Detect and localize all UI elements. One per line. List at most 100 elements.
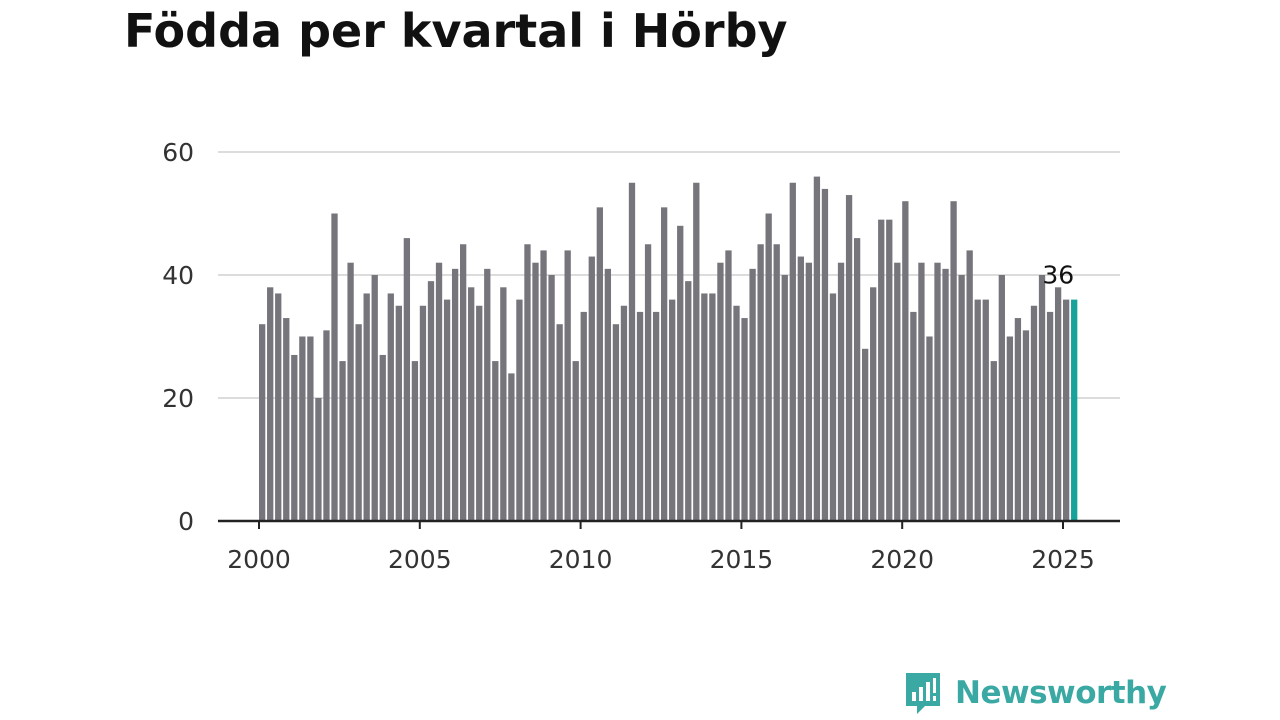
- bar: [435, 262, 443, 521]
- bar: [894, 262, 901, 521]
- bar: [620, 305, 628, 521]
- bar: [443, 299, 451, 521]
- bar: [773, 244, 780, 521]
- bar: [918, 262, 925, 521]
- bar: [982, 299, 989, 521]
- bar: [427, 281, 435, 521]
- bar: [644, 244, 652, 521]
- bars: [259, 176, 1078, 522]
- bar: [813, 176, 821, 521]
- chart-title: Födda per kvartal i Hörby: [124, 4, 788, 58]
- bar: [950, 201, 957, 521]
- bar: [990, 361, 997, 521]
- bar: [283, 318, 290, 521]
- bar: [259, 324, 266, 521]
- bar: [934, 262, 941, 521]
- bar: [556, 324, 563, 521]
- bar: [476, 305, 483, 521]
- last-value-label: 36: [1042, 261, 1074, 290]
- x-axis: [218, 519, 1120, 529]
- bar: [572, 361, 579, 521]
- bar: [669, 299, 676, 521]
- bar: [725, 250, 732, 521]
- bar: [371, 275, 378, 521]
- bar: [781, 275, 788, 521]
- bar: [580, 311, 587, 521]
- bar: [805, 262, 813, 521]
- bar: [966, 250, 973, 521]
- bar: [709, 293, 716, 521]
- bar: [604, 268, 612, 521]
- bar: [516, 299, 523, 521]
- bar: [829, 293, 837, 521]
- bar: [460, 244, 467, 521]
- bar: [1063, 299, 1070, 521]
- bar: [484, 268, 491, 521]
- bar: [363, 293, 370, 521]
- bar: [789, 182, 796, 521]
- y-tick-label: 20: [162, 384, 194, 413]
- bar: [411, 361, 419, 521]
- bar: [910, 311, 917, 521]
- bar: [717, 262, 724, 521]
- bar: [588, 256, 595, 521]
- bar: [524, 244, 531, 521]
- bar-highlight: [1071, 299, 1078, 521]
- bar: [741, 318, 748, 521]
- bar: [275, 293, 282, 521]
- bar: [500, 287, 507, 521]
- bar: [331, 213, 338, 521]
- bar: [315, 398, 322, 521]
- bar: [661, 207, 668, 521]
- bar: [379, 354, 386, 521]
- bar: [508, 373, 515, 521]
- bar: [532, 262, 539, 521]
- bar: [757, 244, 764, 521]
- bar: [677, 225, 684, 522]
- bar: [886, 219, 893, 521]
- bar: [548, 275, 555, 521]
- bar: [636, 311, 644, 521]
- bar: [628, 182, 636, 521]
- bar: [797, 256, 804, 521]
- bar: [1006, 336, 1014, 521]
- bar: [267, 287, 274, 521]
- bar: [693, 182, 700, 521]
- newsworthy-logo-icon: [906, 673, 940, 714]
- bar: [323, 330, 330, 521]
- bar: [1014, 318, 1022, 521]
- bar: [862, 348, 869, 521]
- bar: [878, 219, 885, 521]
- brand-logo: Newsworthy: [903, 670, 1167, 716]
- bar: [974, 299, 981, 521]
- bar: [652, 311, 660, 521]
- bar: [998, 275, 1005, 521]
- bar: [307, 336, 314, 521]
- x-tick-label: 2025: [1031, 545, 1095, 574]
- bar: [870, 287, 877, 521]
- bar: [1038, 275, 1046, 521]
- bar: [853, 238, 861, 521]
- x-tick-label: 2000: [227, 545, 291, 574]
- bar: [1030, 305, 1038, 521]
- y-tick-label: 40: [162, 261, 194, 290]
- bar: [1054, 287, 1062, 521]
- brand-name: Newsworthy: [955, 675, 1167, 711]
- bar: [821, 188, 829, 521]
- bar: [958, 275, 965, 521]
- tick-labels: 0 20 40 60 36 2000 2005 2010 2015 2020 2025: [162, 138, 1095, 574]
- bar: [685, 281, 692, 521]
- bar: [596, 207, 603, 521]
- bar: [403, 238, 411, 521]
- x-tick-label: 2010: [549, 545, 613, 574]
- bar: [468, 287, 475, 521]
- bar: [387, 293, 394, 521]
- y-tick-label: 60: [162, 138, 194, 167]
- bar: [837, 262, 845, 521]
- x-tick-label: 2020: [870, 545, 934, 574]
- y-tick-label: 0: [178, 507, 194, 536]
- bar: [299, 336, 306, 521]
- bar: [845, 195, 853, 522]
- bar: [749, 268, 756, 521]
